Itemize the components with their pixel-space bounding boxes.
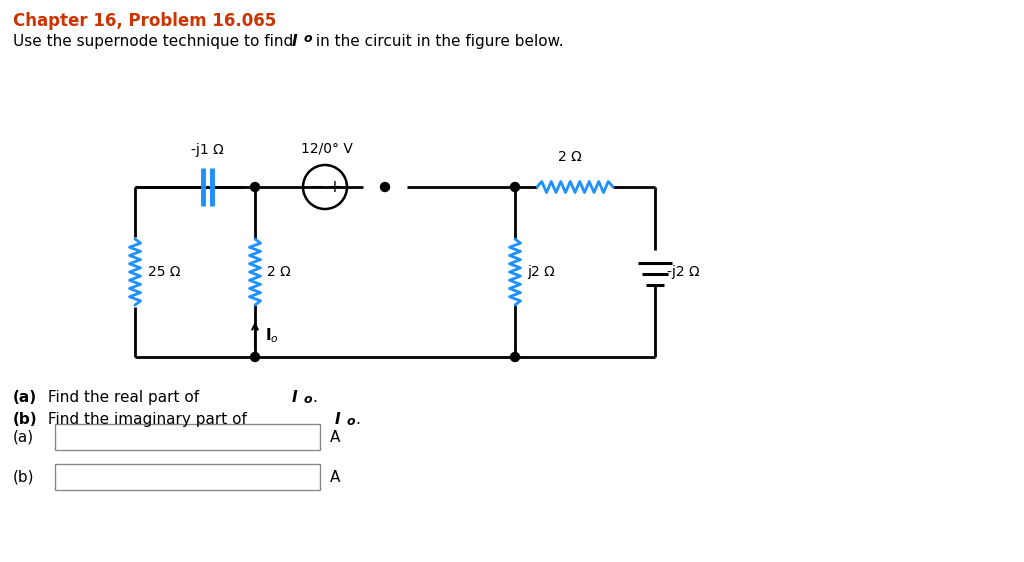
Text: in the circuit in the figure below.: in the circuit in the figure below. [311,34,563,49]
Text: 25 Ω: 25 Ω [148,265,180,279]
Text: o: o [304,32,312,45]
Text: −: − [309,178,323,196]
Text: j2 Ω: j2 Ω [527,265,555,279]
FancyBboxPatch shape [55,464,319,490]
Circle shape [511,352,519,361]
Circle shape [251,352,259,361]
Text: I: I [292,390,298,405]
Text: o: o [347,415,355,428]
Text: -j1 Ω: -j1 Ω [190,143,223,157]
Text: +: + [327,178,341,196]
Text: (b): (b) [13,469,35,484]
Text: Find the real part of: Find the real part of [43,390,204,405]
Text: A: A [330,469,340,484]
Circle shape [511,183,519,192]
Text: 12/0° V: 12/0° V [301,141,353,155]
Text: $\mathbf{I}_o$: $\mathbf{I}_o$ [265,326,279,345]
Text: .: . [355,412,359,427]
Text: I: I [292,34,298,49]
Text: Use the supernode technique to find: Use the supernode technique to find [13,34,298,49]
Text: .: . [312,390,316,405]
Text: (a): (a) [13,390,37,405]
Circle shape [381,183,389,192]
Text: A: A [330,429,340,445]
Text: 2 Ω: 2 Ω [267,265,291,279]
Text: I: I [335,412,341,427]
Text: -j2 Ω: -j2 Ω [667,265,699,279]
Text: Find the imaginary part of: Find the imaginary part of [43,412,252,427]
FancyBboxPatch shape [55,424,319,450]
Circle shape [251,183,259,192]
Text: (a): (a) [13,429,34,445]
Text: (b): (b) [13,412,38,427]
Text: Chapter 16, Problem 16.065: Chapter 16, Problem 16.065 [13,12,276,30]
Text: o: o [304,393,312,406]
Text: 2 Ω: 2 Ω [558,150,582,164]
